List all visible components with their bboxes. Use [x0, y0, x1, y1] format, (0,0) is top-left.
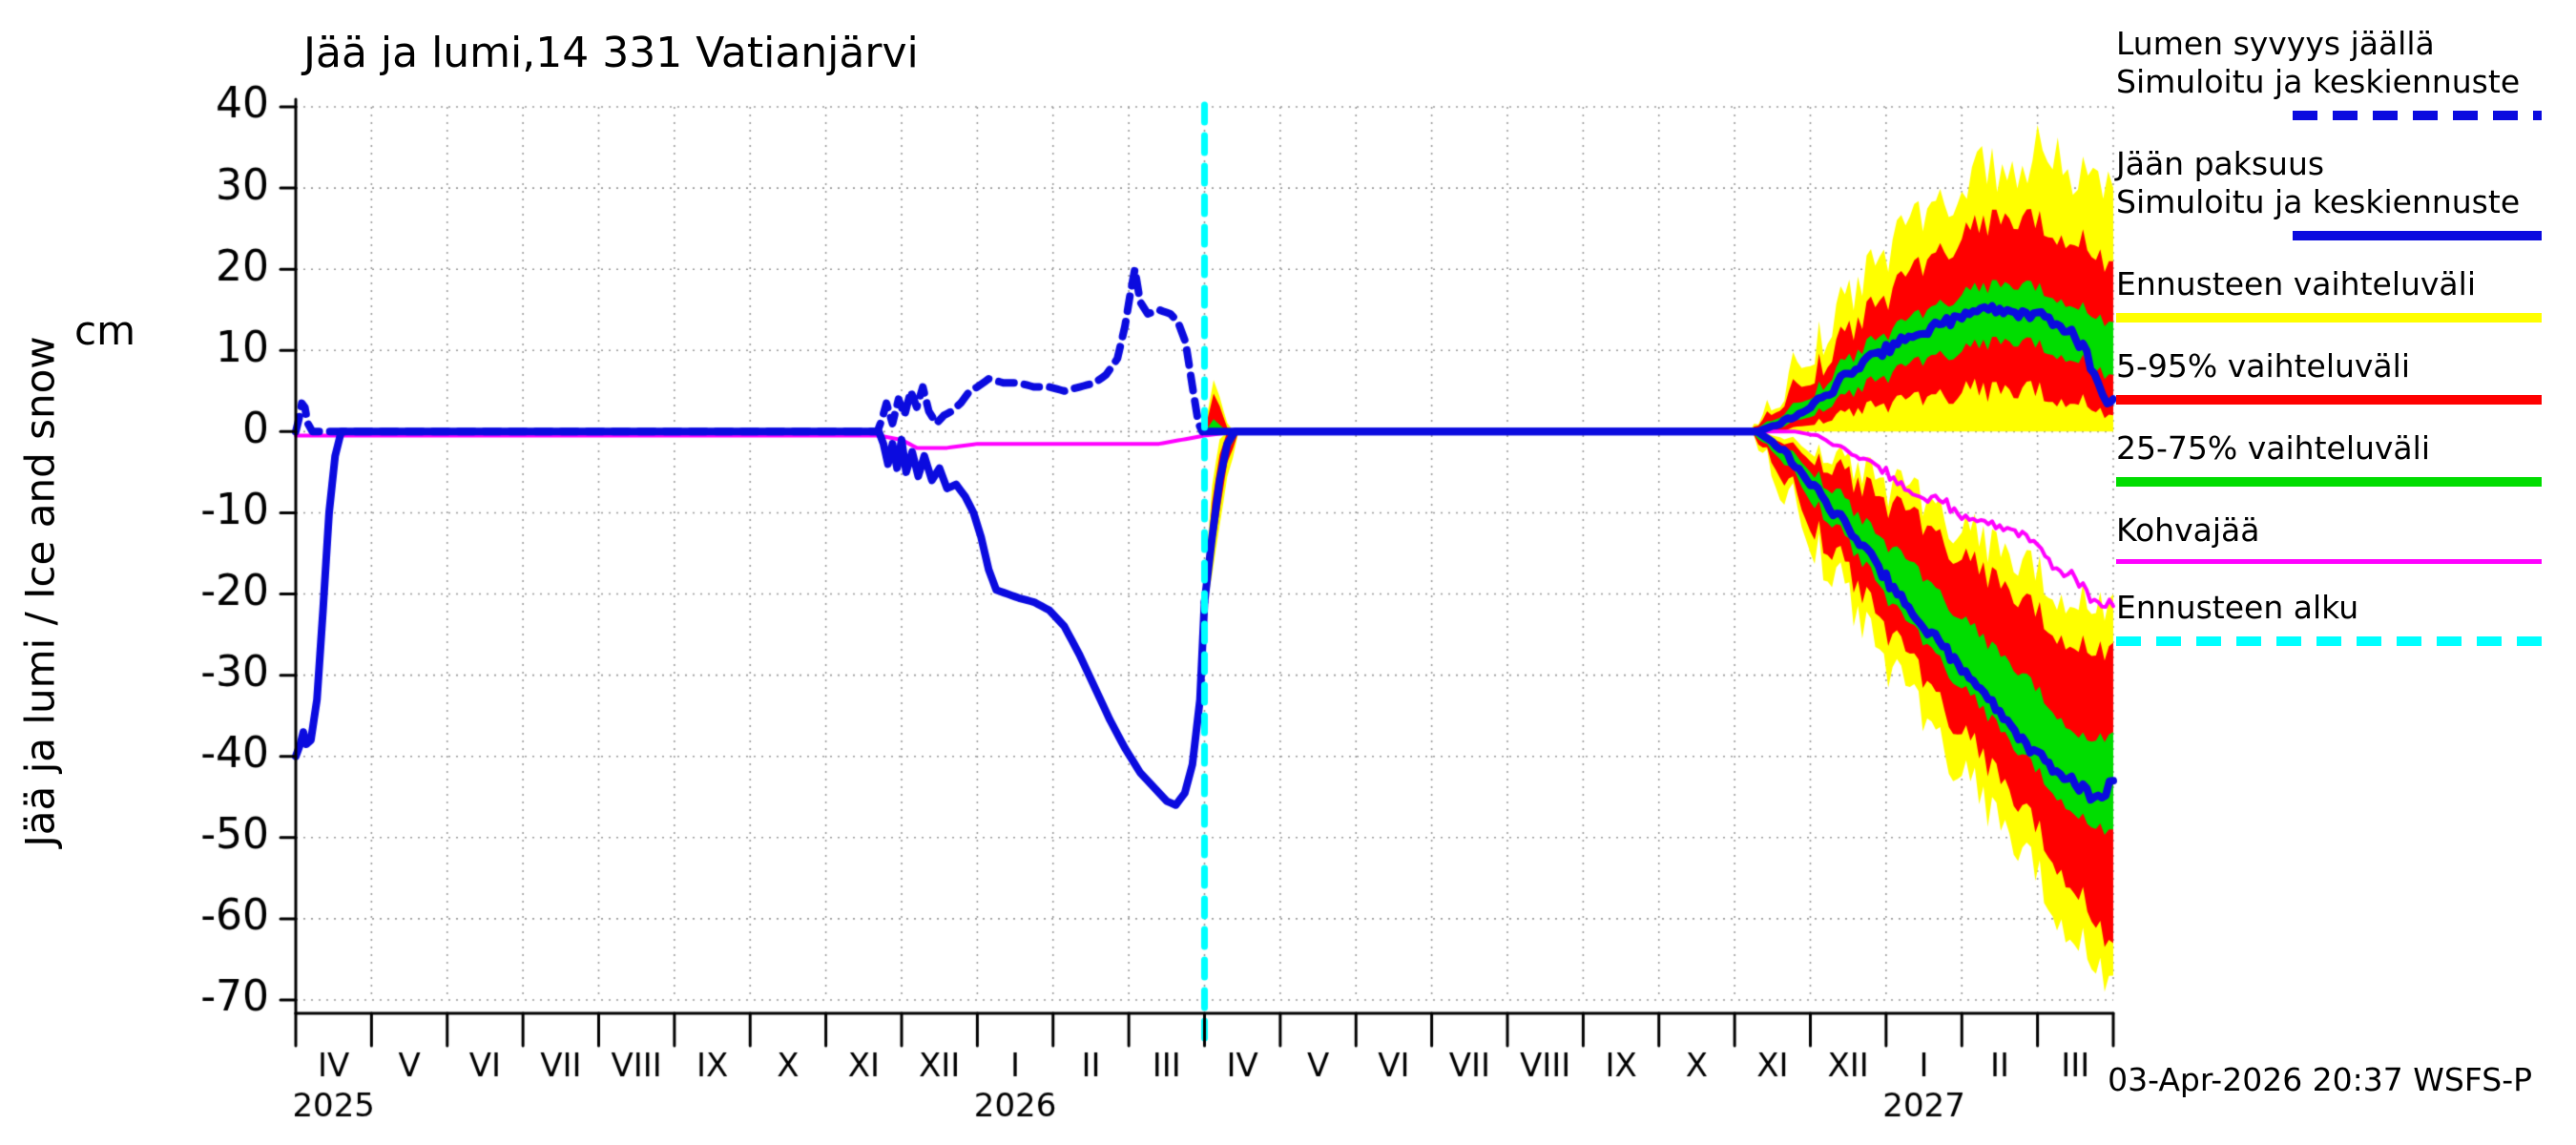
legend-entry-label: Ennusteen alku	[2116, 589, 2359, 626]
legend-entry-label: Ennusteen vaihteluväli	[2116, 265, 2476, 302]
legend-entry: Jään paksuus Simuloitu ja keskiennuste	[2116, 145, 2542, 240]
y-axis-unit: cm	[74, 307, 136, 354]
legend-entry: 5-95% vaihteluväli	[2116, 347, 2542, 405]
legend-entry-label: Simuloitu ja keskiennuste	[2116, 63, 2521, 100]
legend-sample-line	[2116, 313, 2542, 323]
legend-sample-line	[2116, 559, 2542, 564]
legend-entry-label: Lumen syvyys jäällä	[2116, 25, 2435, 62]
legend-entry-label: Kohvajää	[2116, 511, 2260, 549]
legend-entry: 25-75% vaihteluväli	[2116, 429, 2542, 487]
legend-entry: Kohvajää	[2116, 511, 2542, 564]
legend-entry-label: 5-95% vaihteluväli	[2116, 347, 2410, 385]
legend-entry: Lumen syvyys jäällä Simuloitu ja keskienn…	[2116, 25, 2542, 120]
legend-entry: Ennusteen vaihteluväli	[2116, 265, 2542, 323]
chart-title: Jää ja lumi,14 331 Vatianjärvi	[303, 29, 919, 77]
legend-sample-line	[2293, 231, 2542, 240]
legend-entry: Ennusteen alku	[2116, 589, 2542, 646]
legend-entry-label: Jään paksuus	[2116, 145, 2325, 182]
legend-sample-line	[2116, 395, 2542, 405]
legend-entry-label: 25-75% vaihteluväli	[2116, 429, 2430, 467]
legend-sample-line	[2116, 477, 2542, 487]
y-axis-label: Jää ja lumi / Ice and snow	[16, 336, 64, 847]
legend-sample-line	[2116, 636, 2542, 646]
legend: Lumen syvyys jäällä Simuloitu ja keskienn…	[2116, 25, 2542, 671]
timestamp: 03-Apr-2026 20:37 WSFS-P	[2108, 1061, 2532, 1098]
legend-entry-label: Simuloitu ja keskiennuste	[2116, 183, 2521, 220]
legend-sample-line	[2293, 111, 2542, 120]
